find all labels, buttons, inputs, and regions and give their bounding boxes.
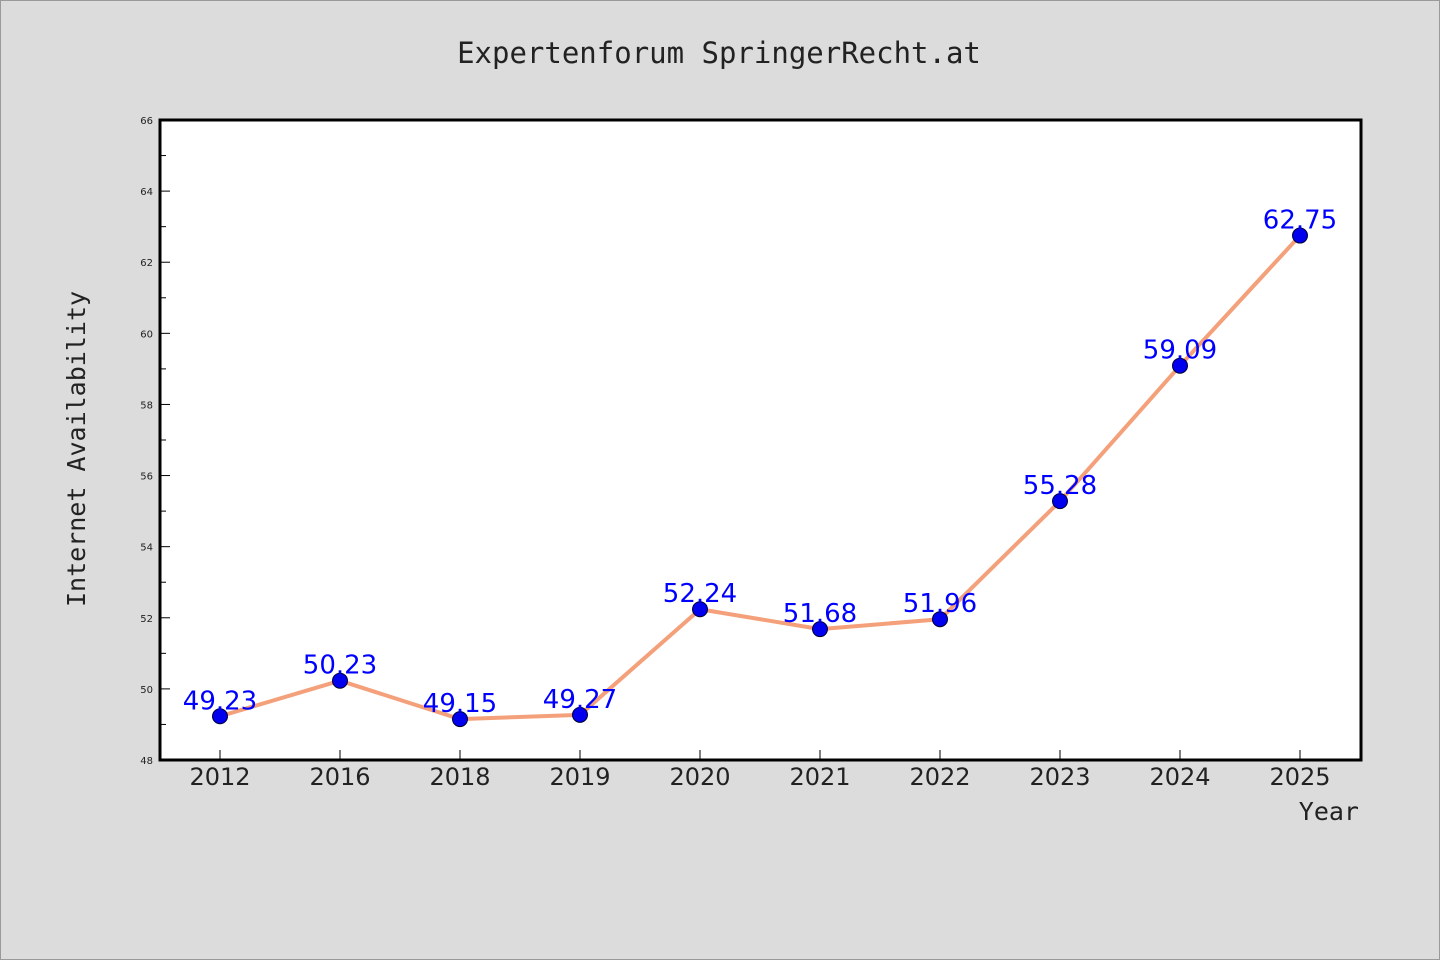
data-label: 59.09 [1143, 336, 1217, 366]
x-tick-label: 2022 [909, 763, 970, 791]
y-tick-label: 64 [140, 187, 153, 198]
y-tick-label: 54 [140, 543, 153, 554]
y-tick-label: 62 [140, 258, 153, 269]
data-point [212, 708, 228, 725]
y-tick-label: 58 [140, 400, 153, 411]
data-point [332, 672, 348, 689]
data-label: 55.28 [1023, 471, 1097, 501]
y-tick-label: 60 [140, 329, 153, 340]
plot-area [160, 120, 1361, 760]
data-point [1292, 227, 1308, 244]
data-point [452, 711, 468, 728]
data-point [572, 706, 588, 723]
data-label: 49.23 [183, 686, 257, 716]
x-tick-label: 2012 [189, 763, 250, 791]
x-tick-label: 2023 [1029, 763, 1090, 791]
data-label: 50.23 [303, 651, 377, 681]
series-line [218, 233, 1302, 722]
series-layer: 49.23 50.23 49.15 49.27 52.24 51.68 51.96 55.28… [183, 206, 1337, 728]
data-point [812, 621, 828, 638]
x-axis: 2012 2016 2018 2019 2020 2021 2022 2023 2024 2025 [189, 750, 1331, 791]
y-tick-label: 56 [140, 472, 153, 483]
y-tick-label: 48 [140, 756, 153, 767]
y-tick-label: 50 [140, 685, 153, 696]
data-label: 52.24 [663, 579, 737, 609]
data-label: 51.96 [903, 589, 977, 619]
y-tick-label: 66 [140, 116, 153, 127]
data-point [692, 601, 708, 618]
y-axis-label: Internet Availability [62, 291, 91, 607]
data-label: 49.15 [423, 689, 497, 719]
x-tick-label: 2018 [429, 763, 490, 791]
chart-title: Expertenforum SpringerRecht.at [457, 36, 981, 70]
y-axis: 48 50 52 54 56 58 60 62 64 66 [140, 116, 170, 767]
data-label: 49.27 [543, 685, 617, 715]
x-tick-label: 2019 [549, 763, 610, 791]
x-tick-label: 2021 [789, 763, 850, 791]
data-point [932, 611, 948, 628]
x-tick-label: 2025 [1269, 763, 1330, 791]
y-tick-label: 52 [140, 614, 153, 625]
x-tick-label: 2020 [669, 763, 730, 791]
data-label: 51.68 [783, 599, 857, 629]
data-label: 62.75 [1263, 206, 1337, 236]
x-tick-label: 2024 [1149, 763, 1210, 791]
plot-frame [158, 118, 1363, 762]
x-tick-label: 2016 [309, 763, 370, 791]
data-point [1172, 357, 1188, 374]
data-point [1052, 493, 1068, 510]
x-axis-label: Year [1299, 797, 1359, 826]
